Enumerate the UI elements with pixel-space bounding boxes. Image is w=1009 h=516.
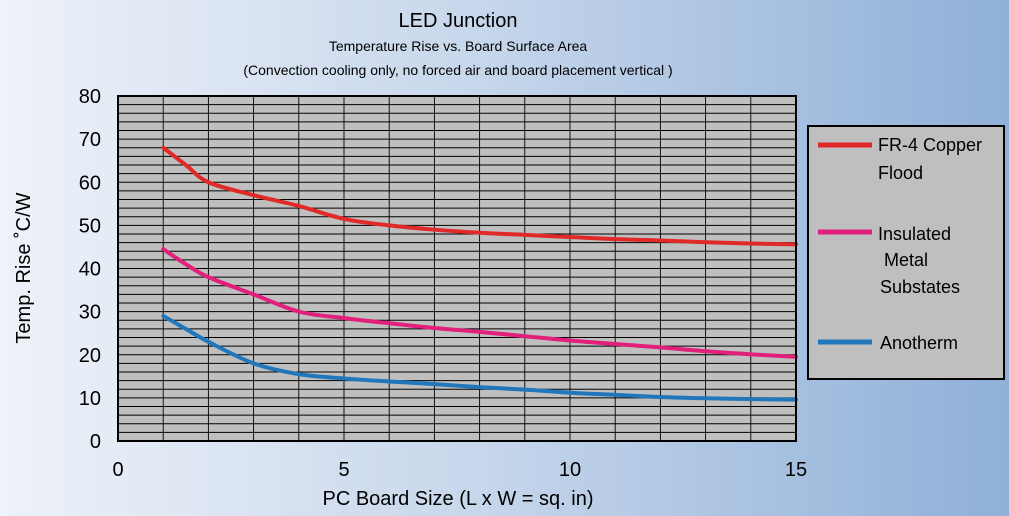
legend-label-2: Insulated xyxy=(878,224,951,244)
y-tick-label: 30 xyxy=(79,302,101,324)
legend-label-2: Substates xyxy=(880,277,960,297)
chart-note: (Convection cooling only, no forced air … xyxy=(243,62,672,78)
series-line-2 xyxy=(161,247,798,359)
x-tick-label: 10 xyxy=(559,459,581,481)
x-tick-labels: 0 5 10 15 xyxy=(112,459,807,481)
x-tick-label: 15 xyxy=(785,459,807,481)
y-tick-label: 20 xyxy=(79,345,101,367)
y-tick-label: 0 xyxy=(90,431,101,453)
legend: FR-4 Copper Flood Insulated Metal Substates A… xyxy=(818,135,982,353)
legend-label-2: Metal xyxy=(884,250,928,270)
x-tick-label: 0 xyxy=(112,459,123,481)
series-group xyxy=(161,145,798,402)
y-tick-label: 50 xyxy=(79,215,101,237)
y-tick-label: 10 xyxy=(79,388,101,410)
y-tick-label: 60 xyxy=(79,172,101,194)
y-tick-label: 80 xyxy=(79,86,101,108)
legend-box xyxy=(807,125,1005,380)
chart-title: LED Junction xyxy=(399,10,518,32)
chart-subtitle: Temperature Rise vs. Board Surface Area xyxy=(329,38,588,54)
y-tick-label: 40 xyxy=(79,259,101,281)
legend-label-1: FR-4 Copper xyxy=(878,135,982,155)
legend-label-1: Flood xyxy=(878,163,923,183)
y-tick-label: 70 xyxy=(79,129,101,151)
y-axis-label: Temp. Rise ˚C/W xyxy=(13,192,35,343)
y-tick-labels: 0 10 20 30 40 50 60 70 80 xyxy=(79,86,101,453)
series-line-3 xyxy=(161,313,798,402)
legend-label-3: Anotherm xyxy=(880,333,958,353)
grid xyxy=(118,96,796,441)
series-line-1 xyxy=(161,145,798,247)
x-axis-label: PC Board Size (L x W = sq. in) xyxy=(322,488,593,510)
x-tick-label: 5 xyxy=(338,459,349,481)
